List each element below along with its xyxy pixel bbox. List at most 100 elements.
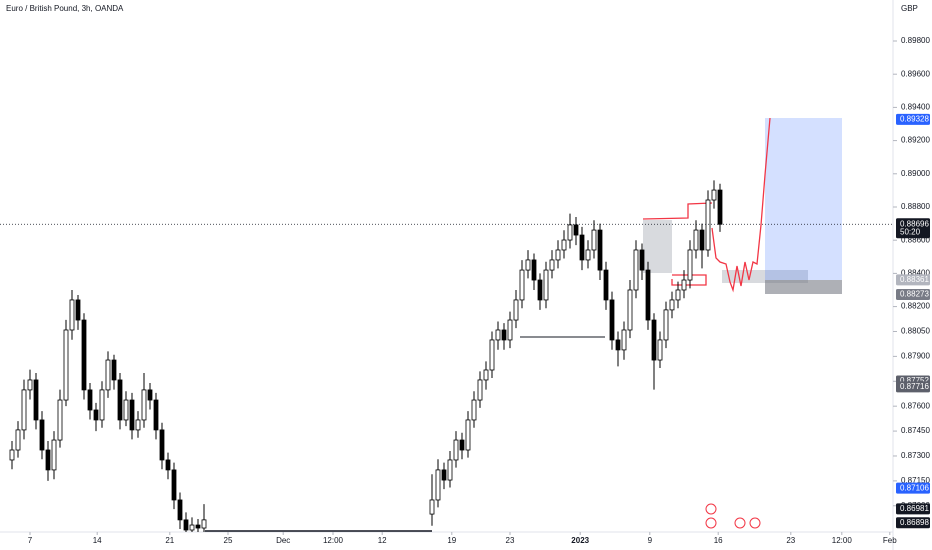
y-tick-label: 0.89800: [901, 36, 930, 45]
price-tag-label: 0.86981: [900, 504, 929, 513]
price-tag: [896, 274, 930, 286]
projection-path: [711, 117, 771, 293]
candle-body: [585, 249, 591, 261]
y-tick-label: 0.87450: [901, 426, 930, 435]
price-tag-label: 0.88273: [900, 290, 929, 299]
candle-body: [177, 499, 183, 521]
y-tick-label: 0.88200: [901, 302, 930, 311]
candle-body: [597, 229, 603, 271]
event-icon: [705, 503, 717, 515]
price-tag: [896, 482, 930, 494]
y-tick-label: 0.87300: [901, 451, 930, 460]
candle-body: [111, 359, 117, 381]
candle-body: [435, 469, 441, 501]
candle-body: [627, 289, 633, 331]
candle-body: [9, 449, 15, 461]
candle-body: [429, 499, 435, 515]
candle-body: [147, 389, 153, 401]
event-icons: [705, 503, 761, 529]
candle-body: [615, 339, 621, 351]
x-tick-label: 25: [224, 536, 233, 545]
candle-body: [501, 329, 507, 341]
candle-body: [471, 399, 477, 421]
candle-body: [681, 279, 687, 291]
price-tag-label: 0.89328: [900, 114, 929, 123]
y-tick-label: 0.88400: [901, 268, 930, 277]
y-tick-label: 0.88600: [901, 235, 930, 244]
candle-body: [669, 299, 675, 311]
candle-body: [201, 519, 207, 529]
candle-body: [495, 329, 501, 341]
candle-body: [651, 319, 657, 361]
candle-body: [603, 269, 609, 301]
candle-body: [51, 439, 57, 471]
candle-body: [477, 379, 483, 401]
x-tick-label: 16: [714, 536, 723, 545]
price-tag-label: 0.88361: [900, 275, 929, 284]
candle-body: [57, 399, 63, 441]
candle-body: [489, 339, 495, 371]
candle-body: [621, 329, 627, 351]
candle-body: [63, 329, 69, 401]
candle-body: [543, 269, 549, 301]
candle-body: [663, 309, 669, 341]
candle-body: [447, 459, 453, 481]
candle-body: [39, 419, 45, 451]
price-tag-label: 0.88696: [900, 219, 929, 228]
candle-body: [609, 299, 615, 341]
x-tick-label: Dec: [276, 536, 290, 545]
candle-body: [117, 379, 123, 421]
candle-body: [459, 439, 465, 451]
drawing-line: [671, 274, 707, 286]
candle-body: [525, 259, 531, 271]
candle-body: [135, 419, 141, 431]
event-icon: [734, 517, 746, 529]
candle-body: [705, 199, 711, 251]
chart-title: Euro / British Pound, 3h, OANDA: [6, 4, 124, 13]
candle-body: [129, 399, 135, 431]
price-tag-label: 0.86898: [900, 518, 929, 527]
x-tick-label: 21: [165, 536, 174, 545]
candle-body: [513, 299, 519, 321]
candle-body: [441, 469, 447, 481]
y-tick-label: 0.89600: [901, 69, 930, 78]
x-tick-label: 23: [506, 536, 515, 545]
candle-body: [465, 419, 471, 451]
stop-zone: [765, 280, 842, 294]
drawing-line: [642, 202, 713, 220]
zone-box: [643, 220, 672, 273]
x-tick-label: 7: [28, 536, 33, 545]
candle-body: [105, 359, 111, 391]
candle-body: [573, 224, 579, 236]
y-tick-label: 0.89400: [901, 103, 930, 112]
plot: [0, 117, 893, 532]
candle-body: [591, 229, 597, 251]
candle-body: [717, 189, 723, 225]
candle-body: [519, 269, 525, 301]
candle-body: [507, 319, 513, 341]
candle-body: [483, 369, 489, 381]
candle-body: [93, 409, 99, 421]
candle-body: [69, 299, 75, 331]
candle-body: [561, 239, 567, 251]
x-tick-label: 9: [648, 536, 653, 545]
candle-body: [153, 399, 159, 431]
candle-body: [699, 229, 705, 251]
price-tag-label: 0.87106: [900, 483, 929, 492]
candle-body: [693, 229, 699, 251]
y-tick-label: 0.87150: [901, 476, 930, 485]
y-tick-label: 0.89200: [901, 136, 930, 145]
x-tick-label: 19: [447, 536, 456, 545]
candle-body: [711, 189, 717, 201]
candle-body: [183, 519, 189, 531]
candle-body: [21, 389, 27, 431]
candle-body: [33, 379, 39, 421]
x-tick-label: 23: [786, 536, 795, 545]
candle-body: [645, 269, 651, 321]
y-tick-label: 0.88800: [901, 202, 930, 211]
candle-body: [675, 289, 681, 301]
candle-body: [537, 279, 543, 301]
price-tag: [896, 517, 930, 529]
event-icon: [749, 517, 761, 529]
candle-body: [141, 389, 147, 421]
